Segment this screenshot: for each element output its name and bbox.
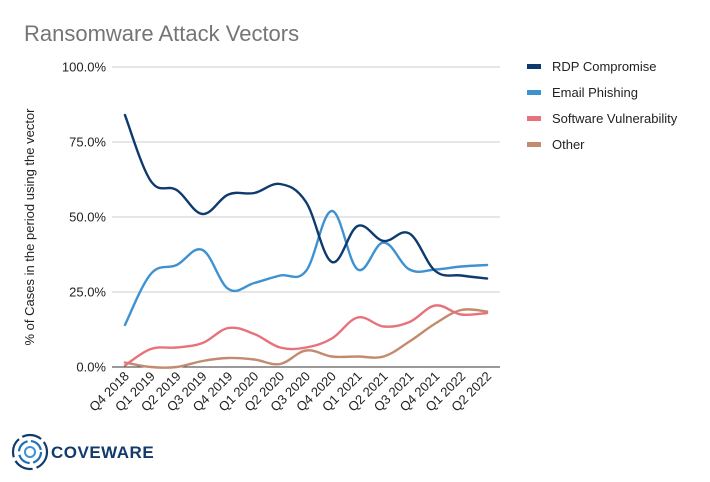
y-tick-label: 75.0% [69,135,106,150]
chart-title: Ransomware Attack Vectors [24,21,299,46]
y-tick-label: 25.0% [69,285,106,300]
series-lines [123,113,489,369]
legend-swatch-rdp-compromise [527,64,541,69]
legend-label-email-phishing: Email Phishing [552,85,638,100]
logo-text: COVEWARE [51,443,154,462]
series-line-software-vulnerability [123,304,489,367]
y-tick-label: 0.0% [76,360,106,375]
y-tick-label: 100.0% [62,60,107,75]
series-line-other [123,308,489,369]
coveware-logo: COVEWARE [11,433,154,471]
series-line-rdp-compromise [123,113,489,280]
series-line-email-phishing [123,209,489,327]
y-tick-label: 50.0% [69,210,106,225]
legend-swatch-software-vulnerability [527,116,541,121]
legend-label-software-vulnerability: Software Vulnerability [552,111,678,126]
legend-label-other: Other [552,137,585,152]
legend-swatch-email-phishing [527,90,541,95]
logo-mark-icon [11,433,49,471]
y-axis-label: % of Cases in the period using the vecto… [22,108,37,346]
legend: RDP Compromise Email Phishing Software Vul… [527,59,678,152]
legend-swatch-other [527,142,541,147]
y-axis-ticks: 0.0% 25.0% 50.0% 75.0% 100.0% [62,60,107,375]
grid-lines [112,66,500,368]
legend-label-rdp-compromise: RDP Compromise [552,59,657,74]
